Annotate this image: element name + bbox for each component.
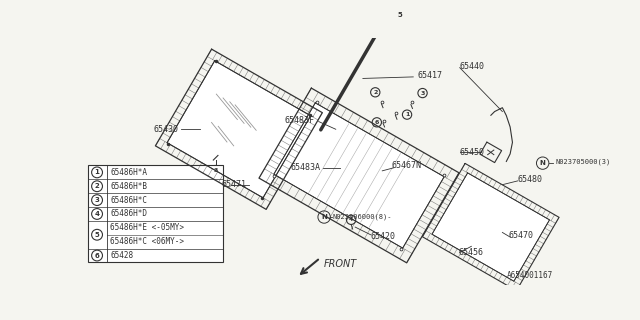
Text: 1: 1: [95, 169, 99, 175]
Text: 65440: 65440: [460, 62, 484, 71]
Text: N: N: [321, 214, 327, 220]
Text: 3: 3: [213, 168, 218, 172]
Bar: [88, 165, 223, 262]
Polygon shape: [432, 173, 550, 281]
Text: 65486H*A: 65486H*A: [110, 168, 147, 177]
Text: 65430: 65430: [154, 125, 179, 134]
Text: 65480: 65480: [518, 175, 543, 184]
Text: N023705000(3): N023705000(3): [555, 158, 611, 165]
Text: N023906000(8)-: N023906000(8)-: [333, 214, 392, 220]
Text: 65428: 65428: [110, 251, 133, 260]
Text: 65450: 65450: [460, 148, 484, 157]
Text: 65420: 65420: [371, 232, 396, 241]
Text: 65471: 65471: [221, 180, 246, 189]
Text: 65470: 65470: [509, 231, 534, 240]
Text: 2: 2: [373, 90, 378, 95]
Text: 65456: 65456: [458, 248, 483, 257]
Polygon shape: [167, 61, 310, 198]
Text: 4: 4: [349, 217, 353, 222]
Text: A654001167: A654001167: [506, 271, 553, 280]
Text: 65483A: 65483A: [291, 163, 320, 172]
Text: N: N: [540, 160, 546, 166]
Text: 65486H*C: 65486H*C: [110, 196, 147, 204]
Text: 1: 1: [405, 112, 409, 117]
Text: 65486H*B: 65486H*B: [110, 182, 147, 191]
Text: 5: 5: [397, 12, 403, 18]
Text: 6: 6: [374, 120, 379, 125]
Text: 65417: 65417: [417, 71, 442, 80]
Text: 2: 2: [95, 183, 99, 189]
Text: 65486H*E <-05MY>: 65486H*E <-05MY>: [110, 223, 184, 232]
Text: 65486H*D: 65486H*D: [110, 210, 147, 219]
Text: 5: 5: [95, 232, 99, 238]
Text: 65483F: 65483F: [284, 116, 314, 125]
Text: 4: 4: [95, 211, 100, 217]
Text: 65467N: 65467N: [392, 161, 422, 170]
Text: FRONT: FRONT: [324, 259, 357, 269]
Polygon shape: [274, 103, 444, 248]
Text: 6: 6: [95, 252, 99, 259]
Text: 3: 3: [95, 197, 99, 203]
Text: 3: 3: [420, 91, 425, 96]
Text: 65486H*C <06MY->: 65486H*C <06MY->: [110, 237, 184, 246]
